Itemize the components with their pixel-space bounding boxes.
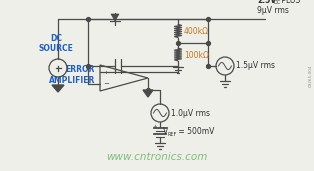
Text: 100kΩ: 100kΩ bbox=[184, 50, 209, 60]
Text: −: − bbox=[103, 81, 109, 87]
Text: REF: REF bbox=[167, 131, 176, 136]
Text: ERROR
AMPLIFIER: ERROR AMPLIFIER bbox=[49, 65, 95, 85]
Text: 1.5μV rms: 1.5μV rms bbox=[236, 62, 275, 70]
Text: PLUS: PLUS bbox=[279, 0, 300, 5]
Text: www.cntronics.com: www.cntronics.com bbox=[106, 152, 208, 162]
Text: DC
SOURCE: DC SOURCE bbox=[39, 34, 73, 53]
Text: +: + bbox=[103, 69, 108, 75]
Text: 09265-004: 09265-004 bbox=[309, 65, 313, 87]
Text: = 500mV: = 500mV bbox=[176, 128, 214, 136]
Polygon shape bbox=[52, 85, 64, 92]
Polygon shape bbox=[143, 90, 153, 97]
Text: DC: DC bbox=[274, 0, 281, 5]
Text: 2.5V: 2.5V bbox=[257, 0, 276, 5]
Polygon shape bbox=[111, 14, 119, 21]
Text: V: V bbox=[163, 128, 168, 136]
Text: 400kΩ: 400kΩ bbox=[184, 27, 209, 36]
Text: 1.0μV rms: 1.0μV rms bbox=[171, 109, 210, 117]
Text: 9μV rms: 9μV rms bbox=[257, 6, 289, 15]
Text: +: + bbox=[152, 124, 157, 129]
